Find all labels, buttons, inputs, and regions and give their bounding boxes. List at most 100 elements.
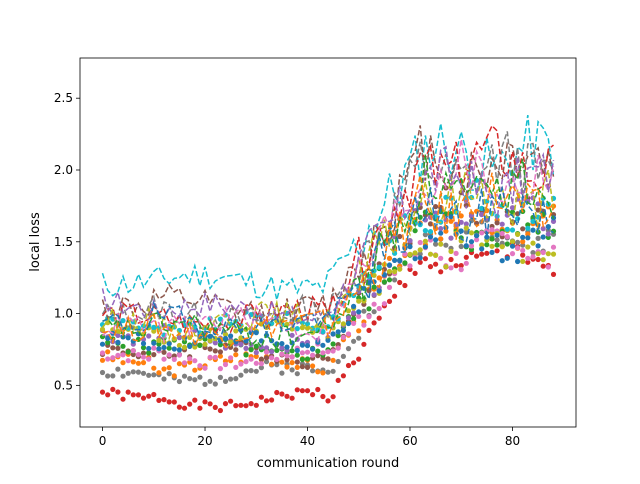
series-point (433, 237, 439, 243)
series-point (253, 353, 259, 359)
series-point (120, 352, 126, 358)
series-point (140, 345, 147, 351)
series-point (494, 242, 500, 248)
series-point (509, 239, 516, 245)
series-point (192, 344, 198, 350)
series-point (479, 230, 485, 236)
series-point (325, 398, 331, 404)
series-point (99, 369, 106, 376)
series-point (433, 261, 439, 267)
series-point (279, 345, 285, 351)
series-point (176, 335, 182, 341)
series-point (192, 358, 198, 364)
series-point (499, 230, 505, 237)
series-point (212, 348, 218, 354)
series-point (279, 359, 285, 365)
series-point (156, 370, 162, 376)
series-point (212, 354, 218, 360)
series-point (120, 396, 126, 402)
series-line (102, 185, 554, 344)
series-point (217, 374, 223, 380)
series-point (130, 351, 136, 358)
series-point (151, 365, 157, 371)
series-point (304, 364, 311, 370)
series-point (320, 393, 326, 400)
series-point (171, 346, 177, 352)
series-point (525, 255, 531, 261)
series-point (105, 356, 111, 362)
series-point (284, 353, 290, 359)
series-point (156, 346, 162, 352)
series-point (228, 355, 234, 361)
series-point (376, 288, 382, 294)
series-point (417, 251, 423, 257)
series-point (238, 402, 244, 408)
series-point (504, 241, 510, 247)
series-point (212, 381, 218, 387)
series-point (238, 372, 244, 378)
series-point (540, 249, 546, 256)
series-point (422, 228, 428, 234)
series-point (197, 363, 203, 369)
series-point (171, 373, 177, 379)
series-point (335, 333, 341, 339)
series-point (181, 360, 188, 366)
series-point (207, 378, 213, 384)
series-point (274, 347, 280, 353)
series-point (105, 373, 111, 379)
series-point (540, 257, 546, 263)
series-point (279, 341, 285, 347)
series-point (197, 374, 203, 380)
series-point (340, 327, 346, 333)
series-point (181, 373, 188, 379)
series-point (151, 345, 157, 351)
series-point (463, 225, 469, 231)
series-point (217, 349, 223, 355)
series-point (258, 361, 264, 367)
series-point (361, 341, 367, 347)
series-point (243, 352, 249, 358)
series-point (253, 343, 259, 349)
series-point (535, 256, 541, 263)
series-point (125, 335, 131, 341)
series-point (504, 234, 510, 240)
series-layer (99, 114, 557, 414)
series-point (458, 219, 464, 225)
series-point (161, 397, 167, 403)
series-point (294, 318, 300, 324)
series-point (269, 355, 275, 361)
series-point (279, 370, 285, 376)
x-tick-label: 20 (197, 434, 212, 448)
series-point (187, 376, 193, 382)
series-point (120, 360, 126, 366)
series-point (161, 376, 167, 382)
series-point (422, 256, 428, 262)
series-point (207, 354, 213, 360)
series-point (166, 345, 172, 351)
series-point (140, 370, 147, 376)
series-point (407, 251, 413, 257)
series-point (192, 377, 198, 383)
series-point (356, 356, 362, 362)
series-point (315, 386, 321, 393)
series-point (484, 242, 490, 248)
series-point (135, 369, 141, 375)
y-tick-label: 2.0 (54, 163, 73, 177)
series-point (386, 268, 393, 275)
series-point (386, 262, 393, 268)
series-point (99, 326, 106, 332)
series-point (427, 264, 434, 270)
series-point (489, 236, 495, 242)
series-point (550, 244, 557, 250)
series-point (479, 211, 485, 218)
series-point (509, 251, 516, 257)
series-point (499, 258, 505, 264)
series-point (135, 392, 141, 398)
series-point (427, 251, 434, 257)
series-point (525, 244, 531, 250)
series-point (412, 256, 418, 262)
series-point (99, 357, 106, 363)
series-point (156, 397, 162, 403)
series-point (448, 265, 454, 271)
series-point (474, 208, 480, 214)
